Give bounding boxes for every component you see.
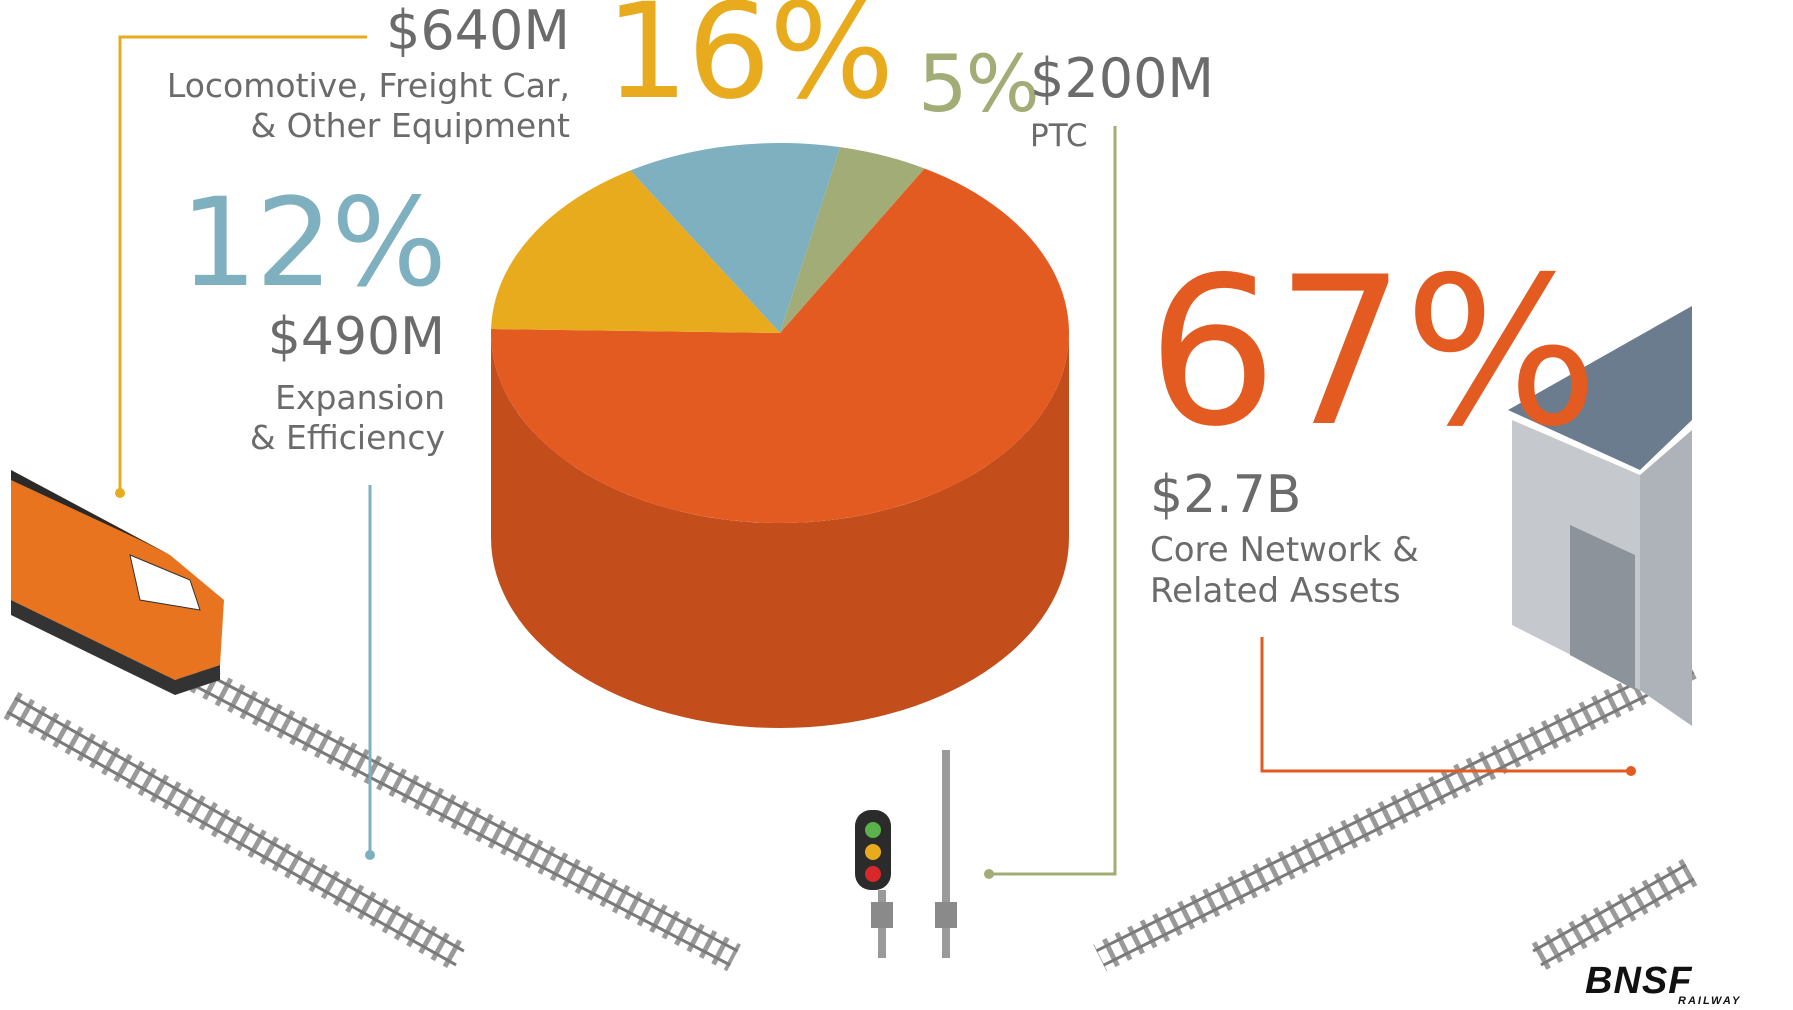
building-front bbox=[1640, 430, 1692, 726]
track-rail bbox=[14, 696, 465, 953]
leader-dot bbox=[365, 850, 375, 860]
amount-label: $2.7B bbox=[1150, 465, 1302, 525]
train-top bbox=[11, 470, 170, 555]
amount-label: $200M bbox=[1030, 47, 1215, 110]
amount-label: $640M bbox=[385, 0, 570, 62]
logo-name: BNSF bbox=[1585, 960, 1693, 1002]
signal-light bbox=[865, 822, 881, 838]
leader-dot bbox=[1626, 766, 1636, 776]
signal-box bbox=[871, 902, 893, 928]
percent-label: 5% bbox=[918, 40, 1040, 130]
leader-dot bbox=[115, 488, 125, 498]
leader-line bbox=[989, 126, 1117, 876]
train-base bbox=[11, 600, 220, 695]
slice bbox=[630, 143, 841, 333]
category-label: Expansion & Efficiency bbox=[249, 378, 445, 458]
signal-box bbox=[935, 902, 957, 928]
track-rail bbox=[1102, 670, 1695, 967]
logo-subtitle: RAILWAY bbox=[1678, 995, 1742, 1007]
track-rail bbox=[175, 656, 739, 953]
leader-dot bbox=[984, 869, 994, 879]
category-label: Locomotive, Freight Car, & Other Equipme… bbox=[166, 66, 570, 146]
slice bbox=[491, 168, 1070, 523]
building-roof bbox=[1508, 306, 1692, 470]
signal-pole bbox=[942, 750, 950, 958]
signal-light bbox=[865, 866, 881, 882]
track-ties bbox=[3, 691, 468, 972]
building-door bbox=[1570, 525, 1635, 690]
leader-line bbox=[1260, 637, 1631, 773]
category-label: PTC bbox=[1030, 118, 1088, 154]
slice bbox=[780, 147, 925, 333]
leader-line bbox=[118, 35, 367, 493]
track-ties bbox=[165, 651, 741, 972]
track-rail bbox=[1540, 877, 1695, 967]
amount-label: $490M bbox=[267, 307, 445, 367]
train-body bbox=[11, 470, 224, 680]
category-label: Core Network & Related Assets bbox=[1150, 530, 1419, 612]
percent-label: 16% bbox=[605, 0, 894, 129]
slice-side bbox=[491, 333, 1069, 728]
track-rail bbox=[6, 710, 457, 967]
track-rail bbox=[1095, 656, 1688, 953]
percent-label: 67% bbox=[1147, 234, 1599, 472]
percent-label: 12% bbox=[179, 172, 447, 314]
track-rail bbox=[167, 670, 731, 967]
signal-light bbox=[865, 844, 881, 860]
train-cab bbox=[129, 554, 201, 611]
track-rail bbox=[1532, 863, 1687, 953]
track-ties bbox=[1093, 651, 1697, 972]
track-ties bbox=[1529, 858, 1698, 972]
slice bbox=[491, 170, 780, 333]
